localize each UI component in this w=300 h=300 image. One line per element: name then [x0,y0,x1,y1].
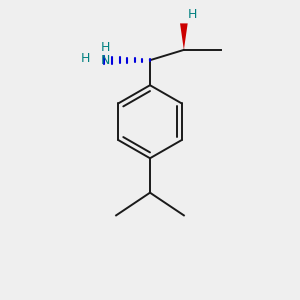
Polygon shape [180,23,188,50]
Text: H: H [80,52,90,65]
Text: H: H [101,41,110,54]
Text: H: H [188,8,197,21]
Text: N: N [101,54,110,67]
